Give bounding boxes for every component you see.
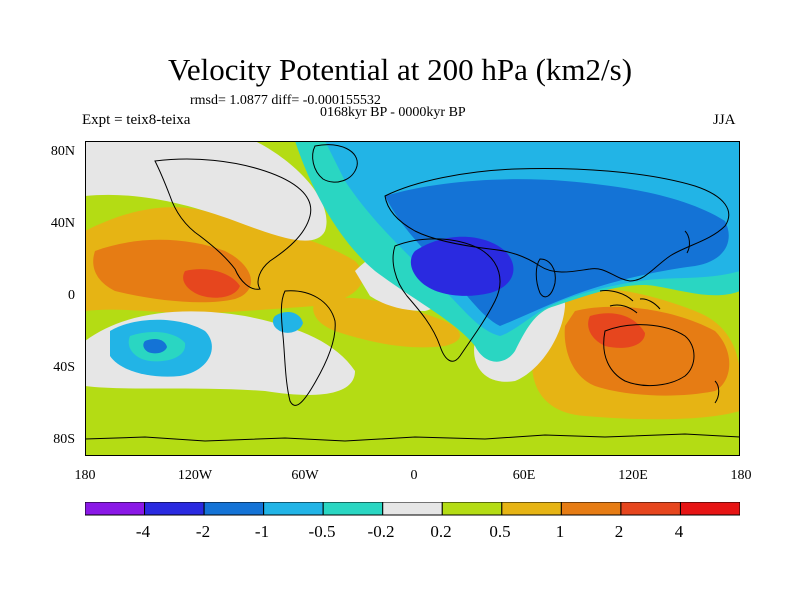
colorbar-swatch bbox=[501, 502, 562, 516]
lon-label-60w: 60W bbox=[291, 468, 319, 483]
experiment-label: Expt = teix8-teixa bbox=[82, 112, 191, 128]
lon-label-60e: 60E bbox=[512, 468, 536, 483]
colorbar-label: -1 bbox=[254, 522, 270, 541]
colorbar-label: -4 bbox=[135, 522, 151, 541]
colorbar-swatch bbox=[144, 502, 205, 516]
coastlines bbox=[154, 144, 730, 406]
antarctic-coastline bbox=[85, 433, 740, 442]
colorbar-swatch bbox=[203, 502, 265, 516]
period-text: 0168kyr BP - 0000kyr BP bbox=[320, 105, 466, 120]
fill-aus-red bbox=[588, 313, 645, 348]
colorbar-label: 4 bbox=[674, 522, 684, 541]
lon-label-120e: 120E bbox=[618, 468, 648, 483]
lat-label-40n: 40N bbox=[50, 216, 75, 231]
colorbar-label: -0.2 bbox=[367, 522, 395, 541]
colorbar-swatch bbox=[560, 502, 622, 516]
colorbar-label: 2 bbox=[614, 522, 624, 541]
lat-label-80s: 80S bbox=[53, 432, 75, 447]
plot-title: Velocity Potential at 200 hPa (km2/s) bbox=[167, 52, 633, 87]
colorbar-swatch bbox=[679, 502, 740, 516]
colorbar-swatch bbox=[322, 502, 384, 516]
lat-label-0: 0 bbox=[68, 288, 75, 303]
fill-south-pacific-blue bbox=[143, 339, 167, 354]
lon-label-120w: 120W bbox=[177, 468, 213, 483]
fill-atlantic-orange bbox=[313, 297, 460, 348]
fill-africa-deep-blue bbox=[410, 236, 514, 296]
lat-label-80n: 80N bbox=[50, 144, 75, 159]
colorbar-swatch bbox=[441, 502, 503, 516]
colorbar-label: -2 bbox=[195, 522, 211, 541]
velocity-potential-map bbox=[85, 141, 740, 456]
colorbar-swatch bbox=[382, 502, 443, 516]
colorbar-swatch bbox=[85, 502, 146, 516]
lon-label-180w: 180 bbox=[74, 468, 96, 483]
lat-label-40s: 40S bbox=[53, 360, 75, 375]
lon-label-0: 0 bbox=[410, 468, 418, 483]
colorbar-swatch bbox=[263, 502, 324, 516]
lon-label-180e: 180 bbox=[730, 468, 752, 483]
fill-pacific-red bbox=[183, 269, 240, 298]
colorbar-label: 0.5 bbox=[489, 522, 511, 541]
fill-neutral-north bbox=[85, 141, 327, 241]
map-frame bbox=[85, 141, 740, 456]
colorbar-swatch bbox=[620, 502, 681, 516]
colorbar-label: -0.5 bbox=[308, 522, 336, 541]
colorbar bbox=[85, 502, 740, 516]
fill-sa-cyan bbox=[272, 311, 303, 333]
season-label: JJA bbox=[713, 112, 736, 128]
colorbar-label: 0.2 bbox=[430, 522, 452, 541]
colorbar-label: 1 bbox=[555, 522, 565, 541]
stats-text: rmsd= 1.0877 diff= -0.000155532 bbox=[190, 93, 381, 108]
